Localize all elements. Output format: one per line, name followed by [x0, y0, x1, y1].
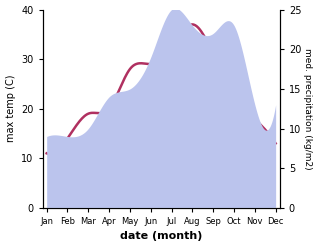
- X-axis label: date (month): date (month): [120, 231, 202, 242]
- Y-axis label: max temp (C): max temp (C): [5, 75, 16, 143]
- Y-axis label: med. precipitation (kg/m2): med. precipitation (kg/m2): [303, 48, 313, 169]
